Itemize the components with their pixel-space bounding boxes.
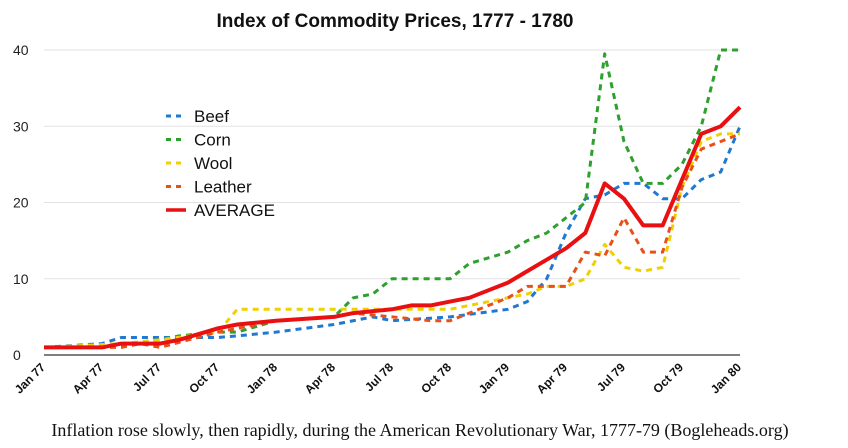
x-tick-label: Apr 79	[534, 360, 571, 397]
x-tick-label: Jan 77	[12, 360, 49, 397]
x-tick-label: Jul 78	[362, 360, 396, 394]
series-line-beef	[43, 125, 742, 349]
chart-title: Index of Commodity Prices, 1777 - 1780	[217, 11, 574, 32]
x-tick-label: Oct 78	[418, 360, 454, 396]
legend-label: Wool	[194, 154, 232, 173]
x-tick-label: Apr 78	[302, 360, 339, 397]
x-tick-label: Oct 79	[650, 360, 686, 396]
y-tick-label: 40	[13, 42, 29, 58]
plot-series	[43, 48, 742, 350]
series-line-leather	[44, 132, 741, 349]
x-tick-label: Jan 80	[708, 360, 745, 397]
x-tick-label: Jan 79	[476, 360, 513, 397]
legend-label: AVERAGE	[194, 201, 275, 220]
y-tick-label: 30	[13, 118, 29, 134]
caption: Inflation rose slowly, then rapidly, dur…	[51, 420, 788, 441]
y-axis-ticks: 0 10 20 30 40	[13, 42, 29, 363]
series-line-wool	[43, 132, 740, 349]
x-axis-ticks: Jan 77 Apr 77 Jul 77 Oct 77 Jan 78 Apr 78 Jul …	[12, 360, 745, 397]
x-tick-label: Jul 79	[594, 360, 628, 394]
x-tick-label: Jan 78	[244, 360, 281, 397]
gridlines	[44, 49, 740, 356]
legend: Beef Corn Wool Leather AVERAGE	[166, 107, 275, 220]
y-tick-label: 20	[13, 195, 29, 211]
legend-label: Corn	[194, 131, 231, 150]
y-tick-label: 10	[13, 271, 29, 287]
x-tick-label: Oct 77	[186, 360, 222, 396]
series-line-average	[44, 105, 742, 350]
x-tick-label: Apr 77	[70, 360, 107, 397]
legend-label: Leather	[194, 178, 252, 197]
legend-label: Beef	[194, 107, 229, 126]
x-tick-label: Jul 77	[130, 360, 164, 394]
y-tick-label: 0	[13, 347, 21, 363]
series-line-corn	[44, 48, 740, 349]
